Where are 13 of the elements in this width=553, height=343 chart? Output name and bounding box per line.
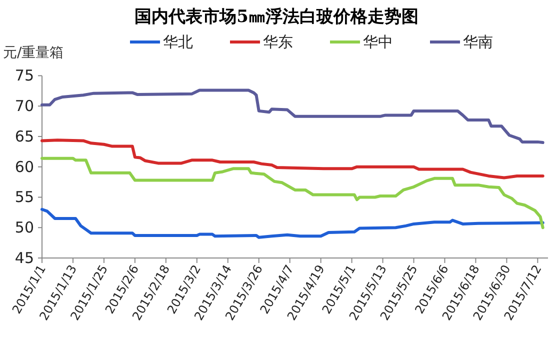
legend-label: 华中 [363, 33, 393, 51]
y-tick-label: 55 [14, 188, 34, 206]
y-tick-label: 65 [14, 127, 34, 146]
y-tick-label: 75 [14, 66, 34, 85]
y-tick-label: 60 [14, 158, 34, 176]
chart-title: 国内代表市场5㎜浮法白玻价格走势图 [134, 7, 418, 27]
legend-label: 华东 [263, 33, 293, 51]
legend-label: 华北 [163, 33, 193, 51]
y-tick-label: 45 [14, 249, 34, 267]
legend-label: 华南 [463, 33, 493, 51]
y-tick-label: 70 [14, 97, 34, 116]
y-axis-title: 元/重量箱 [3, 45, 64, 61]
y-tick-label: 50 [14, 218, 34, 237]
